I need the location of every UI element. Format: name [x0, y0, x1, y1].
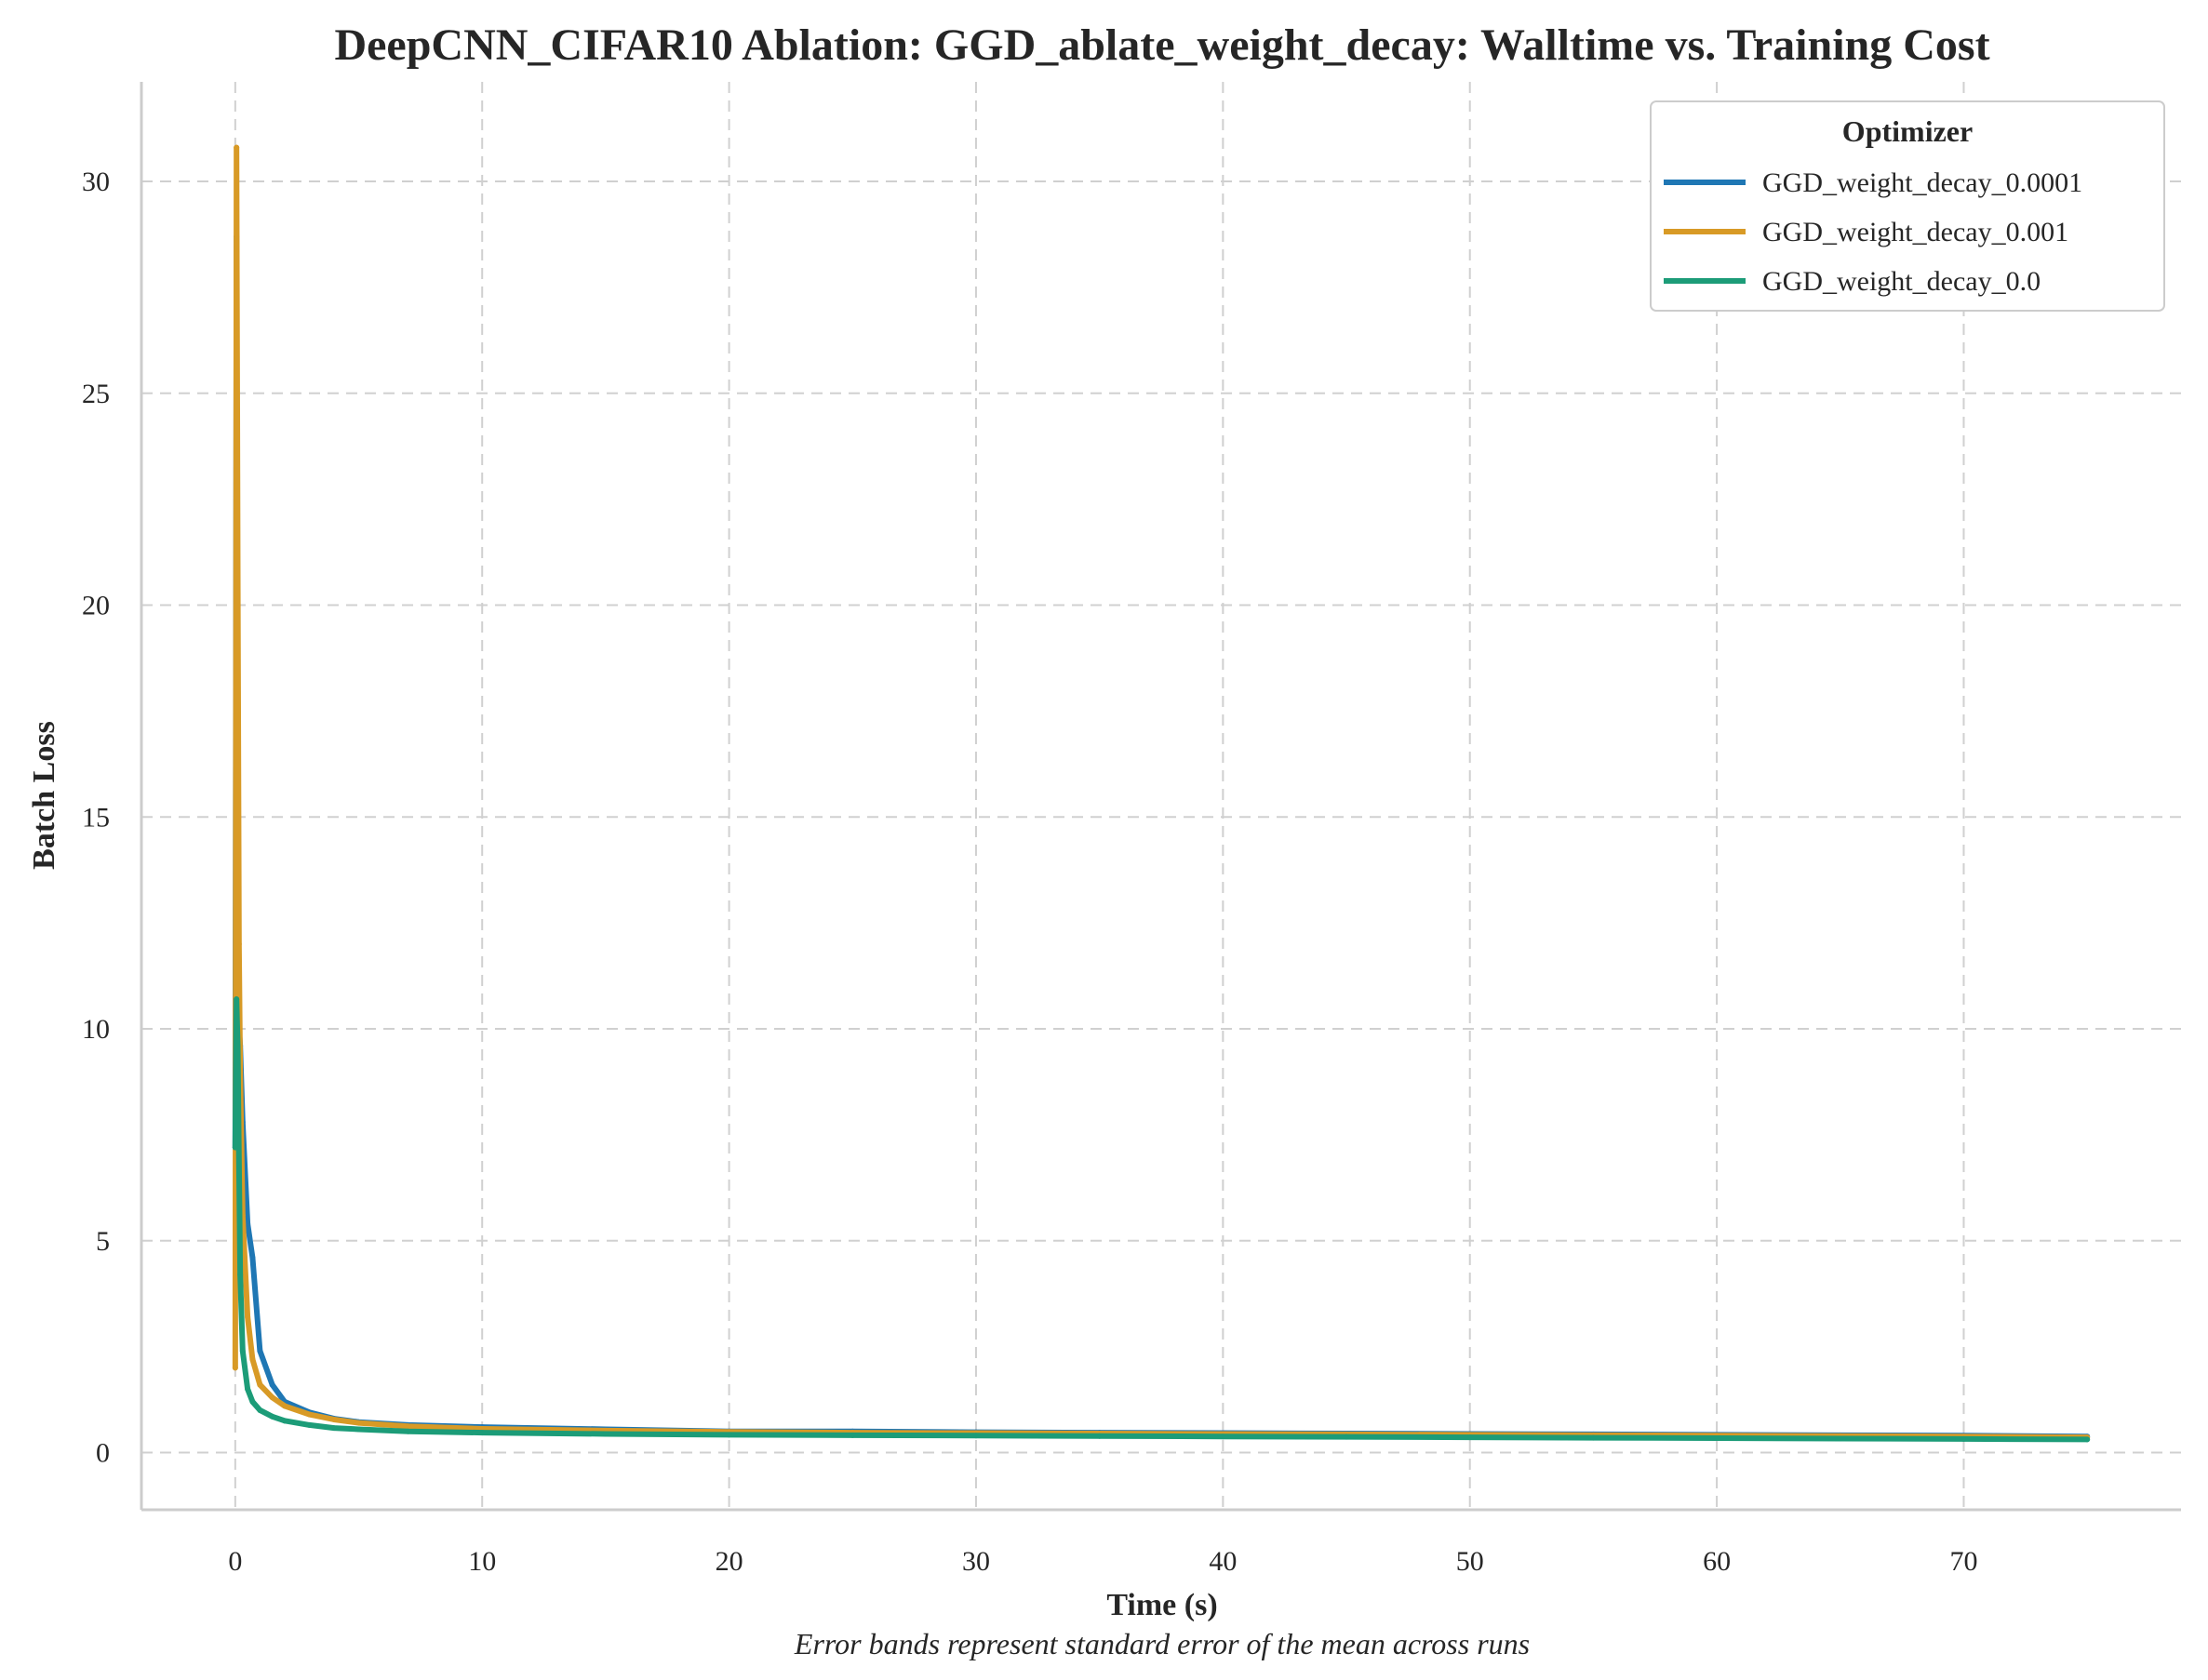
series-GGD_weight_decay_0.0001 — [232, 233, 2091, 1440]
error-band-note: Error bands represent standard error of … — [794, 1627, 1530, 1660]
data-point — [245, 1386, 251, 1393]
series-GGD_weight_decay_0.0 — [232, 996, 2091, 1443]
data-point — [1960, 1435, 1967, 1442]
data-point — [850, 1432, 856, 1438]
x-axis-label: Time (s) — [1106, 1588, 1217, 1622]
data-point — [269, 1413, 275, 1420]
data-point — [479, 1430, 486, 1436]
data-point — [405, 1428, 411, 1434]
legend-entry: GGD_weight_decay_0.001 — [1664, 217, 2068, 247]
data-point — [245, 1220, 251, 1227]
data-point — [257, 1381, 263, 1388]
plot-area — [232, 144, 2091, 1443]
data-point — [249, 1254, 256, 1260]
x-tick-label: 20 — [716, 1546, 743, 1577]
y-tick-label: 15 — [82, 802, 110, 833]
data-point — [257, 1407, 263, 1413]
data-point — [306, 1421, 313, 1428]
data-point — [234, 1043, 241, 1049]
data-point — [1837, 1435, 1843, 1442]
data-point — [245, 1313, 251, 1320]
data-point — [1466, 1434, 1473, 1441]
legend-title: Optimizer — [1842, 114, 1973, 148]
legend-entries: GGD_weight_decay_0.0001 GGD_weight_decay_… — [1664, 167, 2082, 297]
data-point — [972, 1433, 979, 1439]
legend-label: GGD_weight_decay_0.0 — [1762, 266, 2041, 297]
x-tick-label: 70 — [1949, 1546, 1977, 1577]
data-point — [235, 940, 242, 947]
y-tick-label: 20 — [82, 591, 110, 621]
data-point — [330, 1425, 337, 1432]
legend-label: GGD_weight_decay_0.001 — [1762, 217, 2068, 247]
series-line — [232, 996, 2091, 1443]
x-tick-label: 10 — [468, 1546, 496, 1577]
legend-box — [1650, 100, 2165, 312]
y-tick-label: 30 — [82, 167, 110, 197]
data-point — [232, 1365, 238, 1371]
x-tick-label: 60 — [1703, 1546, 1731, 1577]
data-point — [234, 568, 241, 575]
series-GGD_weight_decay_0.001 — [232, 144, 2091, 1441]
x-tick-label: 40 — [1209, 1546, 1237, 1577]
series-line — [232, 144, 2091, 1441]
data-point — [1714, 1435, 1720, 1442]
legend-entry: GGD_weight_decay_0.0 — [1664, 266, 2041, 297]
y-tick-label: 0 — [96, 1438, 110, 1469]
data-point — [281, 1403, 288, 1409]
x-tick-labels: 0 10 20 30 40 50 60 70 — [228, 1546, 1977, 1577]
data-point — [239, 1348, 246, 1354]
data-point — [269, 1381, 275, 1388]
x-tick-label: 50 — [1456, 1546, 1484, 1577]
data-point — [234, 996, 240, 1003]
y-gridlines — [141, 180, 2181, 1454]
data-point — [726, 1432, 732, 1438]
data-point — [281, 1418, 288, 1424]
x-tick-label: 30 — [962, 1546, 990, 1577]
data-point — [1220, 1433, 1226, 1440]
y-tick-labels: 0 5 10 15 20 25 30 — [82, 167, 110, 1468]
data-point — [1344, 1433, 1350, 1440]
legend: Optimizer GGD_weight_decay_0.0001GGD_wei… — [1650, 100, 2165, 312]
data-point — [2084, 1436, 2091, 1443]
series-line — [232, 233, 2091, 1440]
data-point — [355, 1420, 362, 1426]
data-point — [306, 1411, 313, 1418]
data-point — [249, 1356, 256, 1363]
data-point — [1590, 1434, 1597, 1441]
data-point — [249, 1398, 256, 1405]
data-point — [232, 1144, 238, 1151]
data-point — [234, 144, 240, 151]
data-point — [237, 1272, 244, 1278]
y-tick-label: 25 — [82, 379, 110, 409]
chart-title: DeepCNN_CIFAR10 Ablation: GGD_ablate_wei… — [334, 20, 1989, 70]
y-axis-label: Batch Loss — [27, 721, 61, 870]
data-point — [405, 1423, 411, 1430]
y-tick-label: 5 — [96, 1226, 110, 1257]
y-tick-label: 10 — [82, 1014, 110, 1045]
data-point — [1096, 1433, 1103, 1439]
data-point — [257, 1348, 263, 1354]
legend-entry: GGD_weight_decay_0.0001 — [1664, 167, 2082, 198]
data-point — [355, 1426, 362, 1433]
data-point — [330, 1416, 337, 1422]
data-point — [602, 1431, 609, 1437]
data-point — [269, 1394, 275, 1401]
x-tick-label: 0 — [228, 1546, 242, 1577]
legend-label: GGD_weight_decay_0.0001 — [1762, 167, 2082, 198]
